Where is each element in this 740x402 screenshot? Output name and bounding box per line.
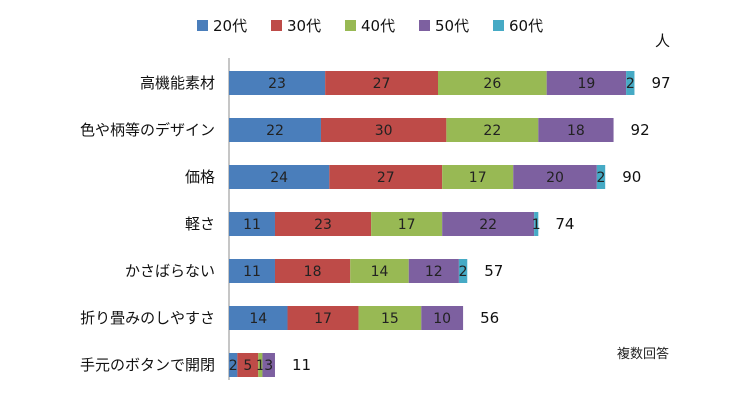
bar-segment: [546, 71, 627, 95]
category-label: かさばらない: [125, 262, 215, 280]
legend-label: 60代: [509, 17, 543, 35]
bar-segment: [626, 71, 635, 95]
bar-segment: [408, 259, 459, 283]
data-label: 22: [266, 123, 284, 139]
legend-swatch: [345, 20, 356, 31]
data-label: 18: [304, 264, 322, 280]
data-label: 20: [546, 170, 564, 186]
bar-segment: [325, 71, 438, 95]
data-label: 1: [532, 217, 541, 233]
total-label: 11: [292, 356, 311, 374]
data-label: 11: [243, 217, 261, 233]
category-label: 手元のボタンで開閉: [80, 356, 215, 374]
data-label: 30: [375, 123, 393, 139]
legend-swatch: [493, 20, 504, 31]
bar-segment: [358, 306, 422, 330]
bar-segment: [229, 353, 238, 377]
category-label: 折り畳みのしやすさ: [80, 309, 215, 327]
legend-label: 50代: [435, 17, 469, 35]
bar-segment: [458, 259, 468, 283]
data-label: 5: [243, 358, 252, 374]
bar-segment: [371, 212, 443, 236]
data-label: 2: [597, 170, 606, 186]
total-label: 92: [631, 121, 650, 139]
bar-segment: [237, 353, 259, 377]
data-label: 22: [479, 217, 497, 233]
legend-swatch: [197, 20, 208, 31]
bar-segment: [421, 306, 464, 330]
data-label: 24: [270, 170, 288, 186]
bar-segment: [229, 306, 288, 330]
bar-segment: [229, 212, 275, 236]
unit-label: 人: [655, 32, 670, 50]
legend-label: 20代: [213, 17, 247, 35]
data-label: 10: [433, 311, 451, 327]
data-label: 11: [243, 264, 261, 280]
bar-segment: [534, 212, 539, 236]
category-label: 価格: [185, 168, 215, 186]
bar-segment: [229, 165, 330, 189]
bar-segment: [442, 165, 514, 189]
total-label: 57: [484, 262, 503, 280]
legend-swatch: [419, 20, 430, 31]
data-label: 2: [626, 76, 635, 92]
category-label: 色や柄等のデザイン: [80, 121, 215, 139]
note-label: 複数回答: [617, 346, 669, 362]
data-label: 17: [314, 311, 332, 327]
data-label: 12: [425, 264, 443, 280]
bar-segment: [513, 165, 597, 189]
bar-segment: [229, 118, 321, 142]
total-label: 97: [651, 74, 670, 92]
total-label: 74: [555, 215, 574, 233]
bar-segment: [442, 212, 535, 236]
legend-swatch: [271, 20, 282, 31]
data-label: 2: [459, 264, 468, 280]
bar-segment: [262, 353, 275, 377]
bar-segment: [438, 71, 547, 95]
data-label: 23: [268, 76, 286, 92]
data-label: 17: [398, 217, 416, 233]
data-label: 2: [229, 358, 238, 374]
bar-segment: [538, 118, 614, 142]
bar-segment: [229, 71, 326, 95]
data-label: 3: [264, 358, 273, 374]
data-label: 23: [314, 217, 332, 233]
data-label: 27: [377, 170, 395, 186]
data-label: 1: [256, 358, 265, 374]
data-label: 27: [373, 76, 391, 92]
bar-segment: [446, 118, 539, 142]
bar-segment: [258, 353, 263, 377]
legend-label: 40代: [361, 17, 395, 35]
bar-segment: [287, 306, 359, 330]
legend: 20代 30代 40代 50代 60代: [197, 17, 543, 35]
bar-segment: [320, 118, 447, 142]
data-label: 15: [381, 311, 399, 327]
category-label: 軽さ: [185, 215, 215, 233]
category-label: 高機能素材: [140, 74, 215, 92]
bar-segment: [350, 259, 409, 283]
bar-segment: [596, 165, 606, 189]
total-label: 56: [480, 309, 499, 327]
data-label: 17: [469, 170, 487, 186]
bar-segment: [329, 165, 443, 189]
data-label: 22: [483, 123, 501, 139]
total-label: 90: [622, 168, 641, 186]
data-label: 18: [567, 123, 585, 139]
data-label: 26: [483, 76, 501, 92]
bar-segment: [274, 212, 372, 236]
data-label: 19: [577, 76, 595, 92]
bar-segment: [229, 259, 275, 283]
bar-segment: [274, 259, 351, 283]
legend-label: 30代: [287, 17, 321, 35]
data-label: 14: [371, 264, 389, 280]
data-label: 14: [249, 311, 267, 327]
